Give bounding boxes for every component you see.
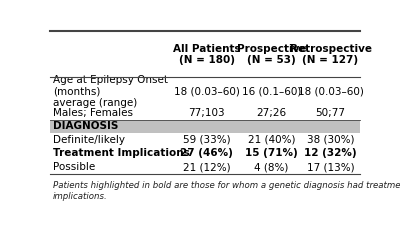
Text: 18 (0.03–60): 18 (0.03–60) [174, 87, 240, 97]
Text: 77;103: 77;103 [188, 108, 225, 118]
Text: Treatment Implications: Treatment Implications [53, 148, 190, 158]
Text: Retrospective
(N = 127): Retrospective (N = 127) [290, 44, 372, 65]
Text: All Patients
(N = 180): All Patients (N = 180) [173, 44, 240, 65]
Text: 59 (33%): 59 (33%) [183, 135, 230, 145]
Text: Definite/likely: Definite/likely [53, 135, 125, 145]
Text: 27;26: 27;26 [256, 108, 287, 118]
Text: 21 (40%): 21 (40%) [248, 135, 295, 145]
Text: 50;77: 50;77 [316, 108, 346, 118]
Text: DIAGNOSIS: DIAGNOSIS [53, 121, 118, 131]
Text: 17 (13%): 17 (13%) [307, 162, 354, 172]
Text: 4 (8%): 4 (8%) [254, 162, 289, 172]
Text: Males; Females: Males; Females [53, 108, 133, 118]
Text: 38 (30%): 38 (30%) [307, 135, 354, 145]
Bar [50, 120, 360, 133]
Text: 16 (0.1–60): 16 (0.1–60) [242, 87, 301, 97]
Text: Patients highlighted in bold are those for whom a genetic diagnosis had treatmen: Patients highlighted in bold are those f… [53, 181, 400, 201]
Text: 12 (32%): 12 (32%) [304, 148, 357, 158]
Text: 15 (71%): 15 (71%) [245, 148, 298, 158]
Text: Possible: Possible [53, 162, 95, 172]
Text: 18 (0.03–60): 18 (0.03–60) [298, 87, 364, 97]
Text: 21 (12%): 21 (12%) [183, 162, 230, 172]
Text: Prospective
(N = 53): Prospective (N = 53) [237, 44, 306, 65]
Text: 27 (46%): 27 (46%) [180, 148, 233, 158]
Text: Age at Epilepsy Onset
(months)
average (range): Age at Epilepsy Onset (months) average (… [53, 75, 168, 108]
